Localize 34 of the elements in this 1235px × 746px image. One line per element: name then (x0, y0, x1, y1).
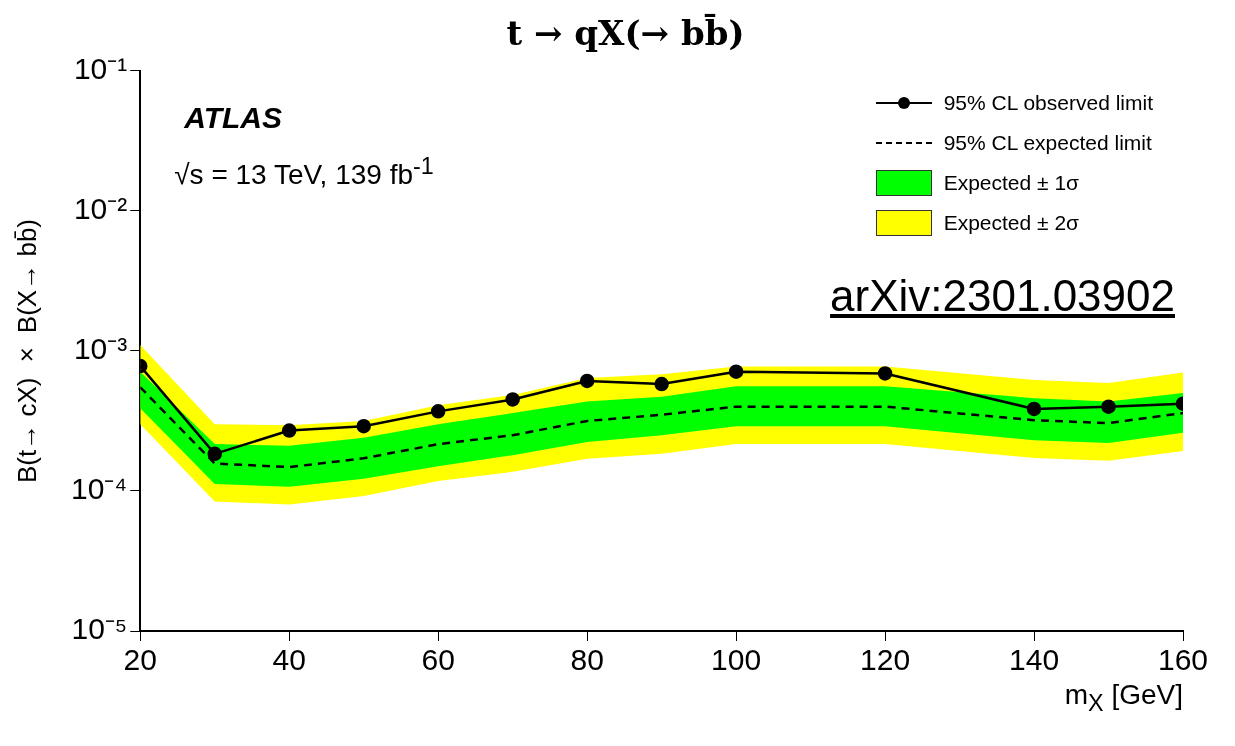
x-tick-label: 120 (860, 643, 911, 677)
y-tick-label: 10⁻⁴ (70, 472, 128, 506)
point (505, 392, 520, 407)
annotation: ATLAS (184, 100, 283, 135)
chart-title: t → qX(→ bb̄) (506, 13, 745, 54)
annotation: arXiv:2301.03902 (830, 270, 1175, 321)
x-tick-label: 140 (1009, 643, 1060, 677)
point (877, 366, 893, 381)
point (579, 373, 595, 389)
point (281, 423, 297, 438)
y-axis-title: B(t→ cX) × B(X→ bb̄) (12, 218, 43, 483)
x-tick-label: 100 (711, 643, 762, 677)
x-tick-label: 60 (421, 643, 455, 677)
legend-label: Expected ± 2σ (943, 210, 1080, 235)
x-tick-label: 80 (570, 643, 604, 677)
legend-label: 95% CL expected limit (943, 130, 1152, 155)
point (1026, 401, 1042, 417)
y-tick-label: 10⁻⁵ (71, 612, 128, 646)
point (728, 364, 744, 379)
point (207, 446, 222, 462)
y-tick-label: 10⁻³ (73, 332, 128, 366)
legend-label: 95% CL observed limit (943, 90, 1153, 115)
legend-label: Expected ± 1σ (943, 170, 1080, 195)
y-tick-label: 10⁻² (73, 192, 128, 226)
x-tick-label: 20 (123, 643, 157, 677)
point (654, 376, 669, 392)
point (1101, 399, 1116, 414)
y-tick-label: 10⁻¹ (73, 52, 128, 86)
annotation: √s = 13 TeV, 139 fb$^{-1}$ (174, 152, 434, 192)
x-axis-title: m$_{X}$ [GeV] (1064, 679, 1183, 717)
point (430, 404, 446, 419)
point (356, 418, 371, 434)
x-tick-label: 160 (1157, 643, 1209, 677)
x-tick-label: 40 (272, 643, 306, 677)
